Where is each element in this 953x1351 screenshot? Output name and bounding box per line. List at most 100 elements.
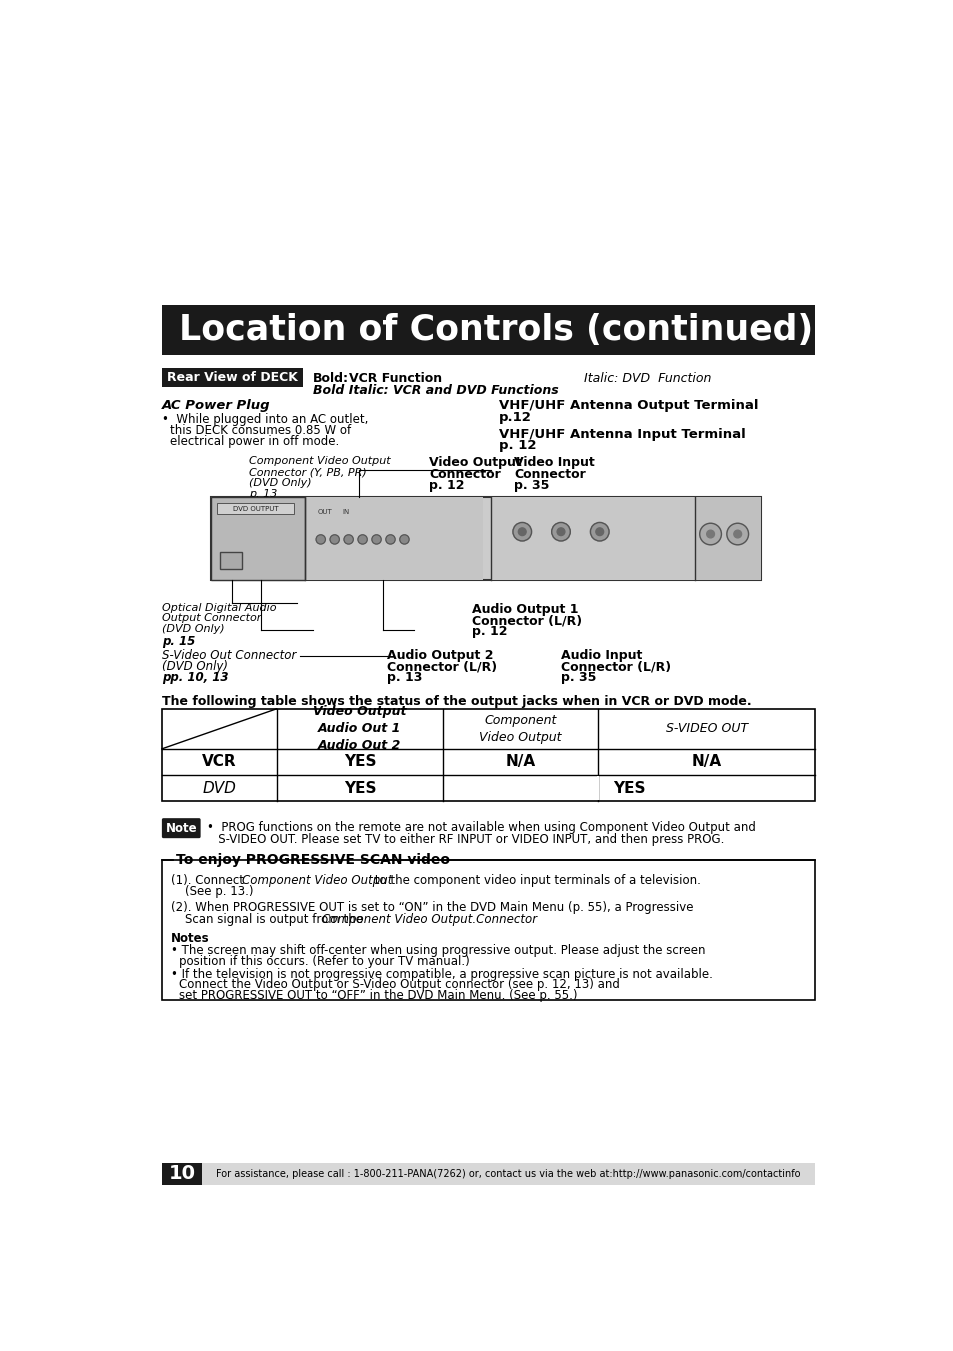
Text: Connector (Y, PB, PR): Connector (Y, PB, PR) bbox=[249, 467, 367, 477]
Text: AC Power Plug: AC Power Plug bbox=[162, 400, 271, 412]
Text: YES: YES bbox=[613, 781, 645, 796]
Text: • The screen may shift off-center when using progressive output. Please adjust t: • The screen may shift off-center when u… bbox=[171, 944, 705, 958]
Text: (2). When PROGRESSIVE OUT is set to “ON” in the DVD Main Menu (p. 55), a Progres: (2). When PROGRESSIVE OUT is set to “ON”… bbox=[171, 901, 693, 915]
Text: Connector (L/R): Connector (L/R) bbox=[560, 661, 670, 673]
Text: (See p. 13.): (See p. 13.) bbox=[185, 885, 253, 898]
Text: Optical Digital Audio: Optical Digital Audio bbox=[162, 603, 276, 612]
Text: For assistance, please call : 1-800-211-PANA(7262) or, contact us via the web at: For assistance, please call : 1-800-211-… bbox=[216, 1169, 801, 1179]
Bar bbox=[491, 497, 760, 580]
Circle shape bbox=[330, 535, 339, 544]
Circle shape bbox=[590, 523, 608, 540]
Text: Location of Controls (continued): Location of Controls (continued) bbox=[179, 312, 812, 347]
Bar bbox=[162, 304, 815, 354]
Bar bbox=[162, 369, 303, 386]
Text: p. 12: p. 12 bbox=[498, 439, 536, 453]
Text: Connector: Connector bbox=[514, 467, 586, 481]
Text: S-VIDEO OUT: S-VIDEO OUT bbox=[665, 723, 747, 735]
Bar bbox=[162, 1163, 202, 1185]
Circle shape bbox=[551, 523, 570, 540]
Text: pp. 10, 13: pp. 10, 13 bbox=[162, 671, 228, 684]
Text: Component Video Output Connector: Component Video Output Connector bbox=[321, 913, 537, 925]
Text: p. 35: p. 35 bbox=[514, 478, 549, 492]
Text: Connect the Video Output or S-Video Output connector (see p. 12, 13) and: Connect the Video Output or S-Video Outp… bbox=[179, 978, 619, 992]
Text: YES: YES bbox=[343, 781, 375, 796]
Circle shape bbox=[706, 530, 714, 538]
Text: Connector (L/R): Connector (L/R) bbox=[386, 661, 497, 673]
Bar bbox=[162, 809, 815, 847]
Text: p. 12: p. 12 bbox=[429, 478, 464, 492]
Text: •  PROG functions on the remote are not available when using Component Video Out: • PROG functions on the remote are not a… bbox=[207, 821, 755, 834]
Text: Italic: DVD  Function: Italic: DVD Function bbox=[583, 372, 711, 385]
FancyBboxPatch shape bbox=[162, 819, 200, 838]
Text: Component
Video Output: Component Video Output bbox=[479, 713, 561, 744]
Text: Video Input: Video Input bbox=[514, 457, 595, 469]
Text: Bold:: Bold: bbox=[313, 372, 349, 385]
Circle shape bbox=[385, 535, 395, 544]
Text: Audio Input: Audio Input bbox=[560, 648, 641, 662]
Text: S-Video Out Connector: S-Video Out Connector bbox=[162, 648, 296, 662]
Circle shape bbox=[315, 535, 325, 544]
Bar bbox=[597, 775, 598, 800]
Text: Video Output: Video Output bbox=[429, 457, 521, 469]
Circle shape bbox=[513, 523, 531, 540]
Text: (1). Connect: (1). Connect bbox=[171, 874, 248, 886]
Circle shape bbox=[726, 523, 748, 544]
Bar bbox=[211, 497, 760, 580]
Text: position if this occurs. (Refer to your TV manual.): position if this occurs. (Refer to your … bbox=[179, 955, 469, 969]
Text: Video Output
Audio Out 1
Audio Out 2: Video Output Audio Out 1 Audio Out 2 bbox=[313, 705, 406, 753]
Text: OUT: OUT bbox=[317, 509, 333, 515]
Bar bbox=[216, 503, 294, 513]
Text: Connector: Connector bbox=[429, 467, 500, 481]
Text: DVD: DVD bbox=[202, 781, 236, 796]
Circle shape bbox=[733, 530, 740, 538]
Text: S-VIDEO OUT. Please set TV to either RF INPUT or VIDEO INPUT, and then press PRO: S-VIDEO OUT. Please set TV to either RF … bbox=[207, 832, 723, 846]
Text: p.12: p.12 bbox=[498, 411, 532, 424]
Text: .: . bbox=[472, 913, 476, 925]
Text: VCR Function: VCR Function bbox=[348, 372, 441, 385]
Text: IN: IN bbox=[342, 509, 350, 515]
Bar bbox=[162, 709, 815, 801]
Text: N/A: N/A bbox=[691, 754, 721, 770]
Circle shape bbox=[557, 528, 564, 535]
Text: VCR: VCR bbox=[202, 754, 236, 770]
Text: To enjoy PROGRESSIVE SCAN video: To enjoy PROGRESSIVE SCAN video bbox=[175, 852, 450, 867]
Text: p. 13: p. 13 bbox=[386, 671, 421, 684]
Text: Note: Note bbox=[165, 821, 197, 835]
Text: Bold Italic: VCR and DVD Functions: Bold Italic: VCR and DVD Functions bbox=[313, 384, 558, 397]
Circle shape bbox=[596, 528, 603, 535]
Text: •  While plugged into an AC outlet,: • While plugged into an AC outlet, bbox=[162, 413, 368, 426]
Bar bbox=[305, 497, 483, 580]
Text: this DECK consumes 0.85 W of: this DECK consumes 0.85 W of bbox=[170, 424, 351, 436]
Text: Notes: Notes bbox=[171, 932, 210, 946]
Text: p. 35: p. 35 bbox=[560, 671, 596, 684]
Text: DVD OUTPUT: DVD OUTPUT bbox=[233, 505, 278, 512]
Bar bbox=[211, 497, 305, 580]
Text: Component Video Output: Component Video Output bbox=[249, 457, 391, 466]
Text: (DVD Only): (DVD Only) bbox=[162, 661, 228, 673]
Text: Rear View of DECK: Rear View of DECK bbox=[167, 372, 297, 384]
Text: (DVD Only): (DVD Only) bbox=[249, 478, 312, 488]
Text: Component Video Output: Component Video Output bbox=[241, 874, 392, 886]
Circle shape bbox=[699, 523, 720, 544]
Bar bbox=[220, 551, 241, 569]
Text: • If the television is not progressive compatible, a progressive scan picture is: • If the television is not progressive c… bbox=[171, 967, 712, 981]
Circle shape bbox=[357, 535, 367, 544]
Text: 10: 10 bbox=[169, 1165, 195, 1183]
Circle shape bbox=[372, 535, 381, 544]
Text: YES: YES bbox=[343, 754, 375, 770]
Text: p. 15: p. 15 bbox=[162, 635, 195, 648]
Text: to the component video input terminals of a television.: to the component video input terminals o… bbox=[371, 874, 700, 886]
Circle shape bbox=[517, 528, 525, 535]
Text: (DVD Only): (DVD Only) bbox=[162, 624, 224, 634]
Bar bbox=[162, 859, 815, 1000]
Text: Audio Output 1: Audio Output 1 bbox=[472, 603, 578, 616]
Text: Connector (L/R): Connector (L/R) bbox=[472, 615, 581, 627]
Bar bbox=[211, 497, 305, 580]
Text: p. 13: p. 13 bbox=[249, 489, 277, 499]
Text: Audio Output 2: Audio Output 2 bbox=[386, 648, 493, 662]
Text: set PROGRESSIVE OUT to “OFF” in the DVD Main Menu. (See p. 55.): set PROGRESSIVE OUT to “OFF” in the DVD … bbox=[179, 989, 577, 1002]
Text: VHF/UHF Antenna Output Terminal: VHF/UHF Antenna Output Terminal bbox=[498, 400, 758, 412]
Text: p. 12: p. 12 bbox=[472, 626, 507, 638]
Bar bbox=[202, 1163, 815, 1185]
Text: The following table shows the status of the output jacks when in VCR or DVD mode: The following table shows the status of … bbox=[162, 694, 751, 708]
